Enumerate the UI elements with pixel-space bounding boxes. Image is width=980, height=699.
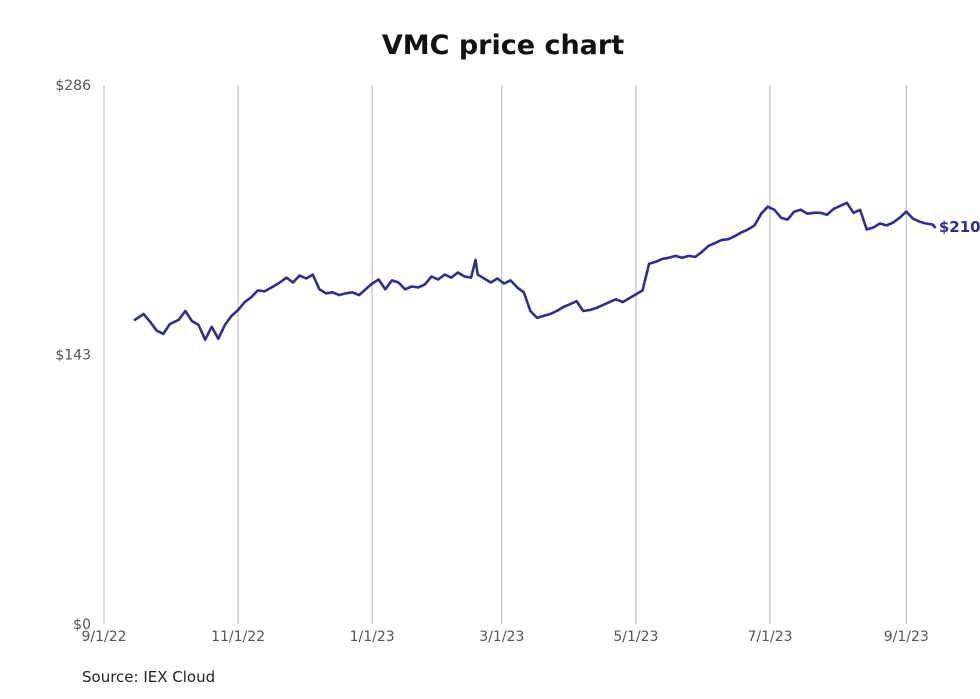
- y-tick-label: $286: [55, 78, 91, 94]
- x-tick-label: 3/1/23: [479, 629, 524, 645]
- x-tick-label: 5/1/23: [613, 629, 658, 645]
- source-note: Source: IEX Cloud: [82, 668, 216, 686]
- last-value-label: $210.59: [939, 218, 980, 236]
- chart-title: VMC price chart: [381, 30, 625, 61]
- y-tick-label: $143: [55, 348, 91, 364]
- x-tick-label: 9/1/23: [884, 629, 929, 645]
- line-layer: $210.59: [133, 201, 980, 341]
- price-line: [133, 201, 937, 341]
- axis-layer: 9/1/22 11/1/22 1/1/23 3/1/23 5/1/23 7/1/23 9/1…: [55, 78, 928, 645]
- y-tick-label: $0: [73, 617, 91, 633]
- x-tick-label: 9/1/22: [81, 629, 126, 645]
- x-tick-label: 11/1/22: [211, 629, 265, 645]
- x-tick-label: 7/1/23: [747, 629, 792, 645]
- grid-layer: [103, 85, 907, 624]
- x-tick-label: 1/1/23: [350, 629, 395, 645]
